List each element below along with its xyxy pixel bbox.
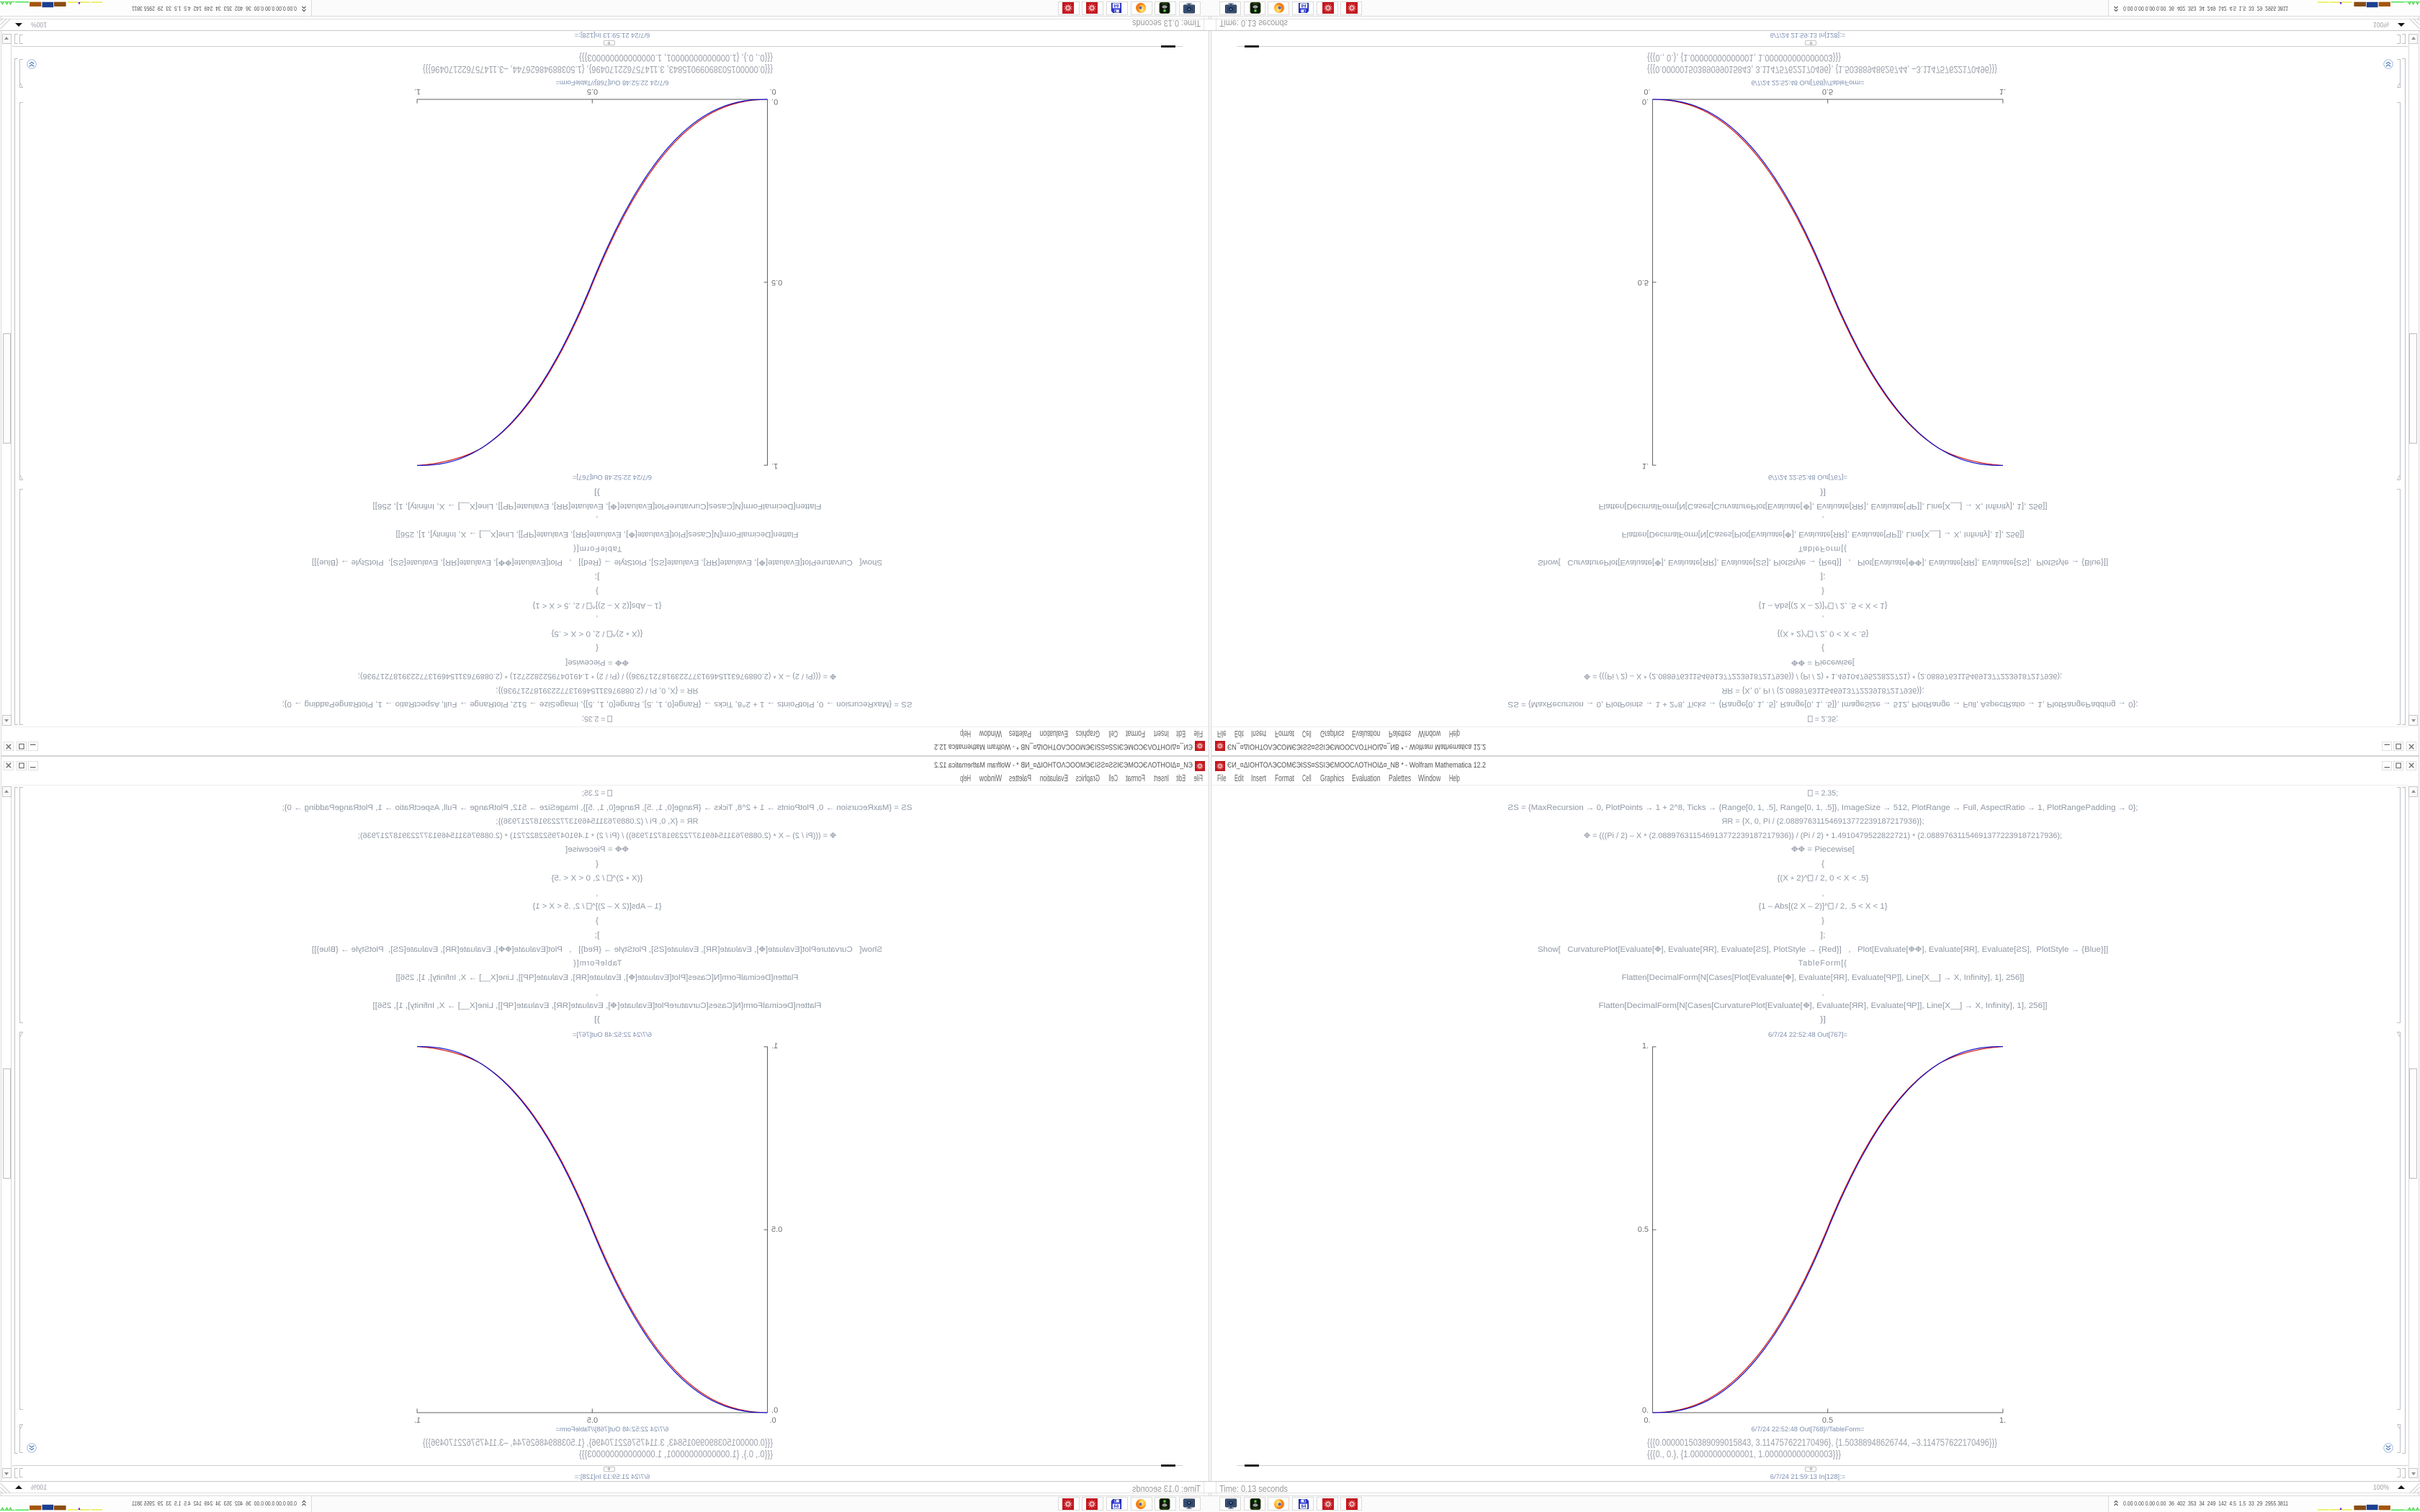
svg-text:64: 64 — [1114, 3, 1119, 7]
svg-text:64: 64 — [1301, 3, 1306, 7]
svg-text:64: 64 — [1114, 1505, 1119, 1509]
svg-text:64: 64 — [1301, 1505, 1306, 1509]
